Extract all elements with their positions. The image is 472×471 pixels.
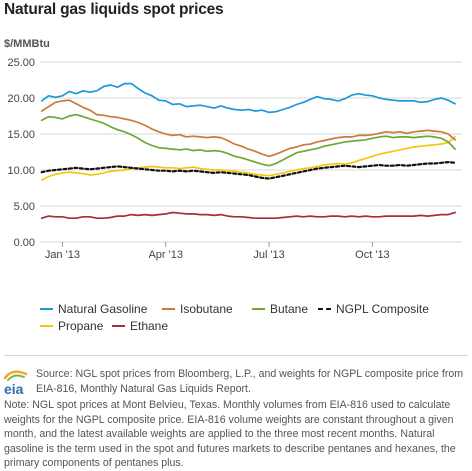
- y-tick-label: 25.00: [7, 57, 35, 69]
- series-line-propane: [40, 136, 456, 181]
- eia-logo: eia: [3, 370, 28, 397]
- legend-swatch-ethane: [112, 325, 125, 327]
- series-line-natural-gasoline: [40, 82, 456, 114]
- x-tick-label: Jul '13: [253, 249, 284, 261]
- y-tick-label: 15.00: [7, 129, 35, 141]
- legend-label-natural-gasoline: Natural Gasoline: [58, 302, 148, 316]
- note-text: Note: NGL spot prices at Mont Belvieu, T…: [4, 399, 456, 469]
- y-axis-unit-label: $/MMBtu: [4, 38, 50, 50]
- chart-title: Natural gas liquids spot prices: [4, 1, 224, 18]
- legend-item-ngpl-composite: NGPL Composite: [318, 302, 429, 316]
- legend-item-butane: Butane: [252, 302, 308, 316]
- y-tick-label: 5.00: [14, 201, 35, 213]
- line-chart: 0.00 5.00 10.00 15.00 20.00 25.00 Jan '13 Apr '…: [7, 57, 462, 261]
- legend-label-ngpl-composite: NGPL Composite: [336, 302, 429, 316]
- legend-label-ethane: Ethane: [130, 319, 169, 333]
- legend-item-natural-gasoline: Natural Gasoline: [40, 302, 147, 316]
- x-tick-label: Jan '13: [45, 249, 80, 261]
- legend-swatch-propane: [40, 325, 53, 327]
- section-divider: [4, 355, 468, 356]
- y-tick-label: 20.00: [7, 93, 35, 105]
- legend-label-butane: Butane: [270, 302, 309, 316]
- legend-swatch-natural-gasoline: [40, 308, 53, 310]
- series-line-butane: [40, 113, 456, 167]
- series-line-ethane: [40, 211, 456, 220]
- x-tick-label: Oct '13: [355, 249, 390, 261]
- y-tick-label: 0.00: [14, 237, 35, 249]
- series-line-isobutane: [40, 99, 456, 158]
- legend-item-propane: Propane: [40, 319, 103, 333]
- legend-label-propane: Propane: [58, 319, 104, 333]
- legend-swatch-ngpl-composite: [318, 308, 331, 310]
- legend-item-ethane: Ethane: [112, 319, 168, 333]
- legend-item-isobutane: Isobutane: [162, 302, 233, 316]
- source-text: Source: NGL spot prices from Bloomberg, …: [36, 368, 464, 395]
- y-tick-label: 10.00: [7, 165, 35, 177]
- legend-label-isobutane: Isobutane: [180, 302, 233, 316]
- legend-swatch-butane: [252, 308, 265, 310]
- legend-swatch-isobutane: [162, 308, 175, 310]
- series-line-ngpl-composite: [40, 160, 457, 180]
- eia-logo-text: eia: [4, 381, 24, 397]
- x-tick-label: Apr '13: [148, 249, 183, 261]
